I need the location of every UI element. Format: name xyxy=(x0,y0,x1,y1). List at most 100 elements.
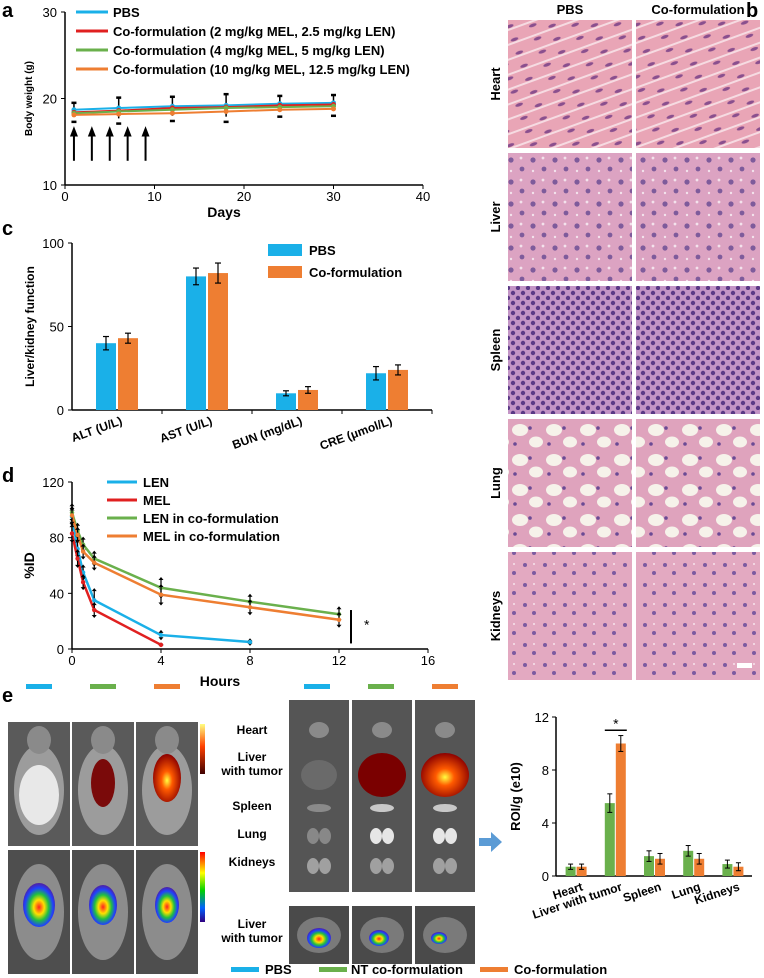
data-point xyxy=(247,605,253,610)
organ-spleen xyxy=(307,804,331,812)
organ-label: Liver xyxy=(238,750,267,764)
legend-swatch xyxy=(231,967,259,972)
legend-label: Co-formulation xyxy=(309,265,402,280)
y-axis-label: ROI/g (e10) xyxy=(508,762,523,831)
data-point xyxy=(331,106,336,112)
data-point xyxy=(92,560,97,565)
data-point xyxy=(336,617,342,622)
y-axis-label: Liver/kidney function xyxy=(23,266,37,387)
data-point xyxy=(116,111,122,117)
error-cap xyxy=(69,539,75,543)
legend-label: PBS xyxy=(113,5,140,20)
histology-image xyxy=(508,552,632,680)
organ-label: with tumor xyxy=(220,764,283,778)
legend-swatch xyxy=(319,967,347,972)
error-cap xyxy=(80,587,86,591)
significance-marker: * xyxy=(364,617,370,633)
bar xyxy=(118,338,138,410)
panel-label-b: b xyxy=(746,0,759,22)
chart-body-weight: 10 20 30 0 10 20 30 40 Days Body weight (g) PBS Co-… xyxy=(24,5,430,220)
legend-swatch xyxy=(268,244,302,256)
group-color-bar xyxy=(304,684,330,689)
bottom-legend: PBS NT co-formulation Co-formulation xyxy=(231,962,607,977)
organ-kidney xyxy=(307,858,319,874)
error-cap xyxy=(158,629,164,633)
organ-spleen xyxy=(370,804,394,812)
bar xyxy=(388,369,408,410)
bar xyxy=(694,858,705,876)
tumor-signal xyxy=(89,885,117,925)
significance-marker: * xyxy=(613,715,619,731)
data-point xyxy=(158,642,164,648)
organ-liver xyxy=(301,760,337,790)
x-tick-label: Kidneys xyxy=(693,879,742,907)
histology-image xyxy=(636,286,760,414)
data-point xyxy=(223,105,229,111)
x-tick-label: ALT (U/L) xyxy=(69,414,124,445)
panel-label-e: e xyxy=(2,685,14,707)
data-point xyxy=(69,513,75,518)
error-cap xyxy=(69,521,75,525)
y-tick-label: 0 xyxy=(57,403,64,418)
data-point xyxy=(69,531,75,536)
dosing-arrow-head xyxy=(141,126,150,137)
arrow-icon xyxy=(479,832,502,852)
y-tick-label: 0 xyxy=(57,642,64,657)
organ-kidney xyxy=(370,858,382,874)
y-axis-label: Body weight (g) xyxy=(24,61,35,136)
bar xyxy=(366,373,386,410)
bar xyxy=(722,864,733,876)
organ-kidney xyxy=(445,858,457,874)
organ-lung xyxy=(319,828,331,844)
error-cap xyxy=(80,564,86,568)
organ-label: Heart xyxy=(237,723,268,737)
y-tick-label: 0 xyxy=(542,869,549,884)
organ-spleen xyxy=(433,804,457,812)
x-tick-label: 8 xyxy=(246,653,253,668)
series-line xyxy=(70,516,251,644)
error-cap xyxy=(80,574,86,578)
error-cap xyxy=(247,593,253,597)
y-tick-label: 100 xyxy=(42,236,64,251)
organ-lung xyxy=(433,828,445,844)
histology-row-label: Kidneys xyxy=(488,591,503,642)
error-cap xyxy=(75,539,81,543)
error-cap xyxy=(69,506,75,510)
group-color-bar xyxy=(154,684,180,689)
data-point xyxy=(75,532,80,538)
error-cap xyxy=(91,614,97,618)
liver-signal xyxy=(91,759,115,807)
panel-label-d: d xyxy=(2,465,15,487)
bar xyxy=(576,866,587,876)
legend-label: LEN in co-formulation xyxy=(143,511,279,526)
y-axis-label: %ID xyxy=(21,552,37,578)
histology-image xyxy=(508,20,632,148)
liver-signal xyxy=(153,754,181,802)
y-tick-label: 50 xyxy=(50,320,64,335)
tumor-signal xyxy=(23,883,55,927)
histology-image xyxy=(636,20,760,148)
x-tick-label: 16 xyxy=(421,653,435,668)
chart-percent-id: 0 40 80 120 0 4 8 12 16 Hours %ID LEN MEL LEN in co-f… xyxy=(21,475,435,689)
legend-label: Co-formulation (2 mg/kg MEL, 2.5 mg/kg L… xyxy=(113,24,395,39)
x-tick-label: 12 xyxy=(332,653,346,668)
error-cap xyxy=(336,624,342,628)
error-cap xyxy=(247,612,253,616)
histology-row-label: Heart xyxy=(488,67,503,101)
y-tick-label: 120 xyxy=(42,475,64,490)
organ-heart xyxy=(372,722,392,738)
organ-label: Liver xyxy=(238,917,267,931)
legend-label: Co-formulation (4 mg/kg MEL, 5 mg/kg LEN… xyxy=(113,43,385,58)
error-cap xyxy=(80,536,86,540)
data-point xyxy=(247,639,253,645)
histology-image xyxy=(636,552,760,680)
error-cap xyxy=(336,606,342,610)
x-tick-label: 10 xyxy=(147,189,161,204)
tumor-signal xyxy=(155,887,179,923)
organ-lung xyxy=(307,828,319,844)
error-cap xyxy=(158,602,164,606)
colorbar-rainbow xyxy=(200,852,205,922)
error-cap xyxy=(158,583,164,587)
x-tick-label: 0 xyxy=(68,653,75,668)
